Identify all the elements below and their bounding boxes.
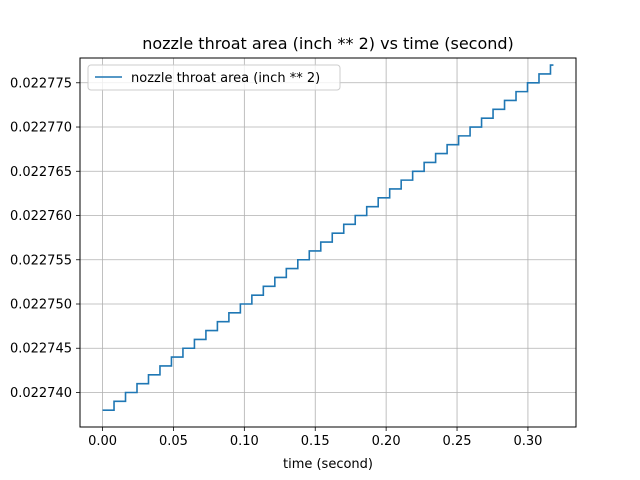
y-axis-ticks: 0.022740 0.022745 0.022750 0.022755 0.022760… (10, 76, 80, 401)
x-tick-label: 0.10 (230, 434, 259, 449)
y-tick-label: 0.022760 (10, 209, 72, 224)
y-tick-label: 0.022745 (10, 342, 72, 357)
axes-frame (79, 57, 577, 428)
chart-title: nozzle throat area (inch ** 2) vs time (… (142, 34, 514, 53)
x-tick-label: 0.20 (372, 434, 401, 449)
y-tick-label: 0.022750 (10, 298, 72, 313)
y-tick-label: 0.022765 (10, 165, 72, 180)
series-line (102, 64, 554, 411)
x-tick-label: 0.05 (159, 434, 188, 449)
legend-box (87, 64, 341, 91)
y-tick-label: 0.022770 (10, 121, 72, 136)
x-tick-label: 0.15 (301, 434, 330, 449)
plot-area (102, 64, 554, 411)
y-tick-label: 0.022775 (10, 76, 72, 91)
x-tick-label: 0.00 (88, 434, 117, 449)
y-tick-label: 0.022740 (10, 386, 72, 401)
y-tick-label: 0.022755 (10, 253, 72, 268)
legend-label: nozzle throat area (inch ** 2) (131, 71, 320, 86)
x-tick-label: 0.30 (513, 434, 542, 449)
legend: nozzle throat area (inch ** 2) (87, 64, 341, 91)
x-tick-label: 0.25 (443, 434, 472, 449)
x-axis-ticks: 0.00 0.05 0.10 0.15 0.20 0.25 0.30 (88, 427, 542, 449)
x-axis-label: time (second) (283, 457, 373, 472)
